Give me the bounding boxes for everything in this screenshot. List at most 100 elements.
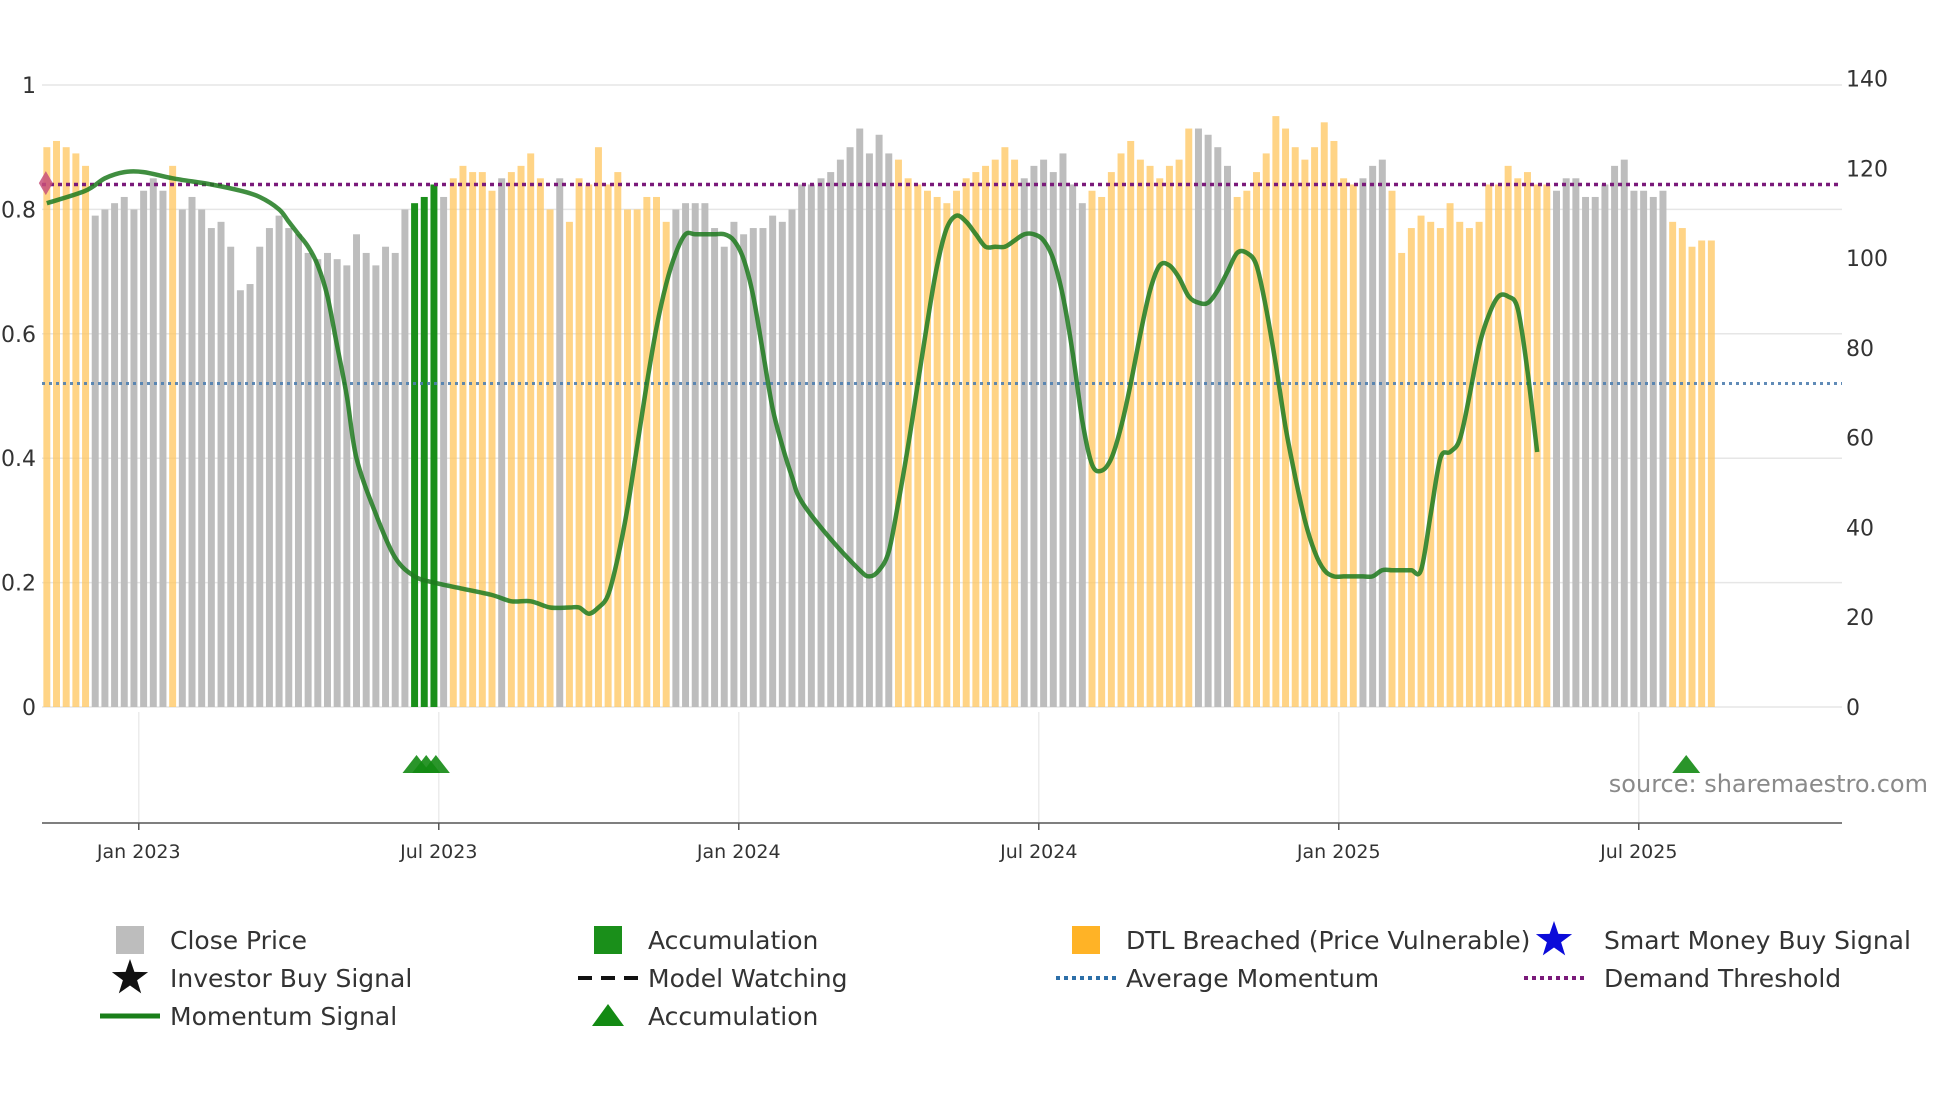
dtl-bar: [1465, 228, 1473, 707]
y-right-tick-label: 40: [1846, 516, 1874, 541]
close-price-bar: [1591, 196, 1599, 707]
close-price-bar: [1659, 190, 1667, 708]
dtl-bar: [1146, 165, 1154, 708]
black-star-icon: [111, 959, 149, 994]
close-price-bar: [885, 153, 893, 708]
dtl-bar: [488, 190, 496, 708]
close-price-bar: [265, 228, 273, 707]
close-price-bar: [1630, 190, 1638, 708]
close-price-bar: [246, 284, 254, 707]
close-price-bar: [1572, 178, 1580, 708]
close-price-bar: [556, 178, 564, 708]
dtl-bar: [653, 196, 660, 707]
close-price-bar: [672, 209, 680, 707]
legend-item: Close Price: [116, 926, 307, 955]
close-price-bar: [865, 153, 873, 708]
close-price-swatch: [116, 926, 144, 954]
close-price-bar: [353, 234, 360, 707]
legend-item: Accumulation: [594, 926, 818, 955]
dtl-bar: [1253, 172, 1260, 707]
legend-item: Momentum Signal: [100, 1002, 397, 1031]
dtl-bar: [594, 147, 602, 707]
legend-label: Close Price: [170, 926, 307, 955]
close-price-bar: [1049, 172, 1057, 707]
close-price-bar: [701, 203, 709, 707]
dtl-bar: [1330, 140, 1338, 708]
dtl-bar: [1272, 116, 1280, 708]
close-price-bar: [275, 215, 283, 707]
close-price-bar: [1040, 159, 1048, 707]
dtl-bar: [1011, 159, 1019, 707]
legend-item: Accumulation: [592, 1002, 818, 1031]
dtl-bar: [1127, 140, 1135, 708]
close-price-bar: [798, 184, 806, 707]
close-price-bar: [362, 252, 370, 707]
close-price-bar: [1030, 165, 1038, 708]
dtl-bar: [614, 172, 622, 707]
dtl-bar: [1107, 172, 1115, 707]
dtl-bar: [1349, 184, 1357, 707]
dtl-bar: [1311, 147, 1319, 707]
gridlines: [42, 84, 1842, 822]
close-price-bar: [401, 209, 409, 707]
dtl-bar: [643, 196, 651, 707]
dtl-bar: [169, 165, 177, 708]
dtl-bar: [962, 178, 970, 708]
y-left-tick-label: 0: [22, 696, 36, 721]
close-price-bar: [227, 246, 235, 707]
close-price-bar: [682, 203, 690, 707]
y-right-tick-label: 120: [1846, 157, 1888, 182]
dtl-bar: [1494, 184, 1502, 707]
dtl-bar: [1524, 172, 1531, 707]
close-price-bar: [304, 252, 312, 707]
close-price-bar: [188, 196, 196, 707]
dtl-bar: [1262, 153, 1270, 708]
dtl-bar: [449, 178, 457, 708]
close-price-bar: [198, 209, 206, 707]
close-price-bar: [140, 190, 148, 708]
y-right-tick-label: 20: [1846, 606, 1874, 631]
accumulation-triangle: [421, 755, 450, 773]
close-price-bar: [217, 221, 225, 707]
legend-label: Smart Money Buy Signal: [1604, 926, 1911, 955]
close-price-bar: [778, 221, 786, 707]
legend: Close Price Accumulation DTL Breached (Pri…: [100, 921, 1911, 1031]
dtl-bar: [585, 184, 593, 707]
blue-star-icon: [1535, 921, 1573, 956]
close-price-bar: [769, 215, 777, 707]
close-price-bar: [1601, 184, 1609, 707]
legend-label: Momentum Signal: [170, 1002, 397, 1031]
close-price-bar: [159, 190, 167, 708]
close-price-bar: [1059, 153, 1067, 708]
dtl-bar: [575, 178, 583, 708]
close-price-bar: [324, 252, 331, 707]
dtl-bar: [1707, 240, 1715, 707]
accumulation-bar: [411, 203, 419, 707]
accumulation-markers: [402, 755, 1701, 773]
close-price-bar: [759, 228, 767, 707]
legend-label: Accumulation: [648, 926, 818, 955]
dtl-bar: [1098, 196, 1106, 707]
dtl-bar: [933, 196, 941, 707]
y-left-tick-label: 0.2: [1, 572, 36, 597]
dtl-bar: [1340, 178, 1348, 708]
close-price-bar: [120, 196, 128, 707]
close-price-bar: [1378, 159, 1386, 707]
dtl-bar: [1185, 128, 1193, 708]
source-credit: source: sharemaestro.com: [1609, 770, 1928, 798]
dtl-bar: [1233, 196, 1241, 707]
close-price-bar: [817, 178, 825, 708]
y-left-tick-label: 0.6: [1, 323, 36, 348]
close-price-bar: [130, 209, 138, 707]
y-right-tick-label: 100: [1846, 247, 1888, 272]
close-price-bar: [1224, 165, 1231, 708]
dtl-bar: [953, 190, 960, 708]
dtl-bar: [1698, 240, 1706, 707]
y-right-tick-label: 60: [1846, 427, 1874, 452]
close-price-bar: [149, 178, 157, 708]
x-tick-label: Jan 2023: [96, 841, 181, 863]
dtl-bar: [1446, 203, 1454, 707]
close-price-bar: [391, 252, 399, 707]
close-price-bar: [1204, 134, 1212, 707]
